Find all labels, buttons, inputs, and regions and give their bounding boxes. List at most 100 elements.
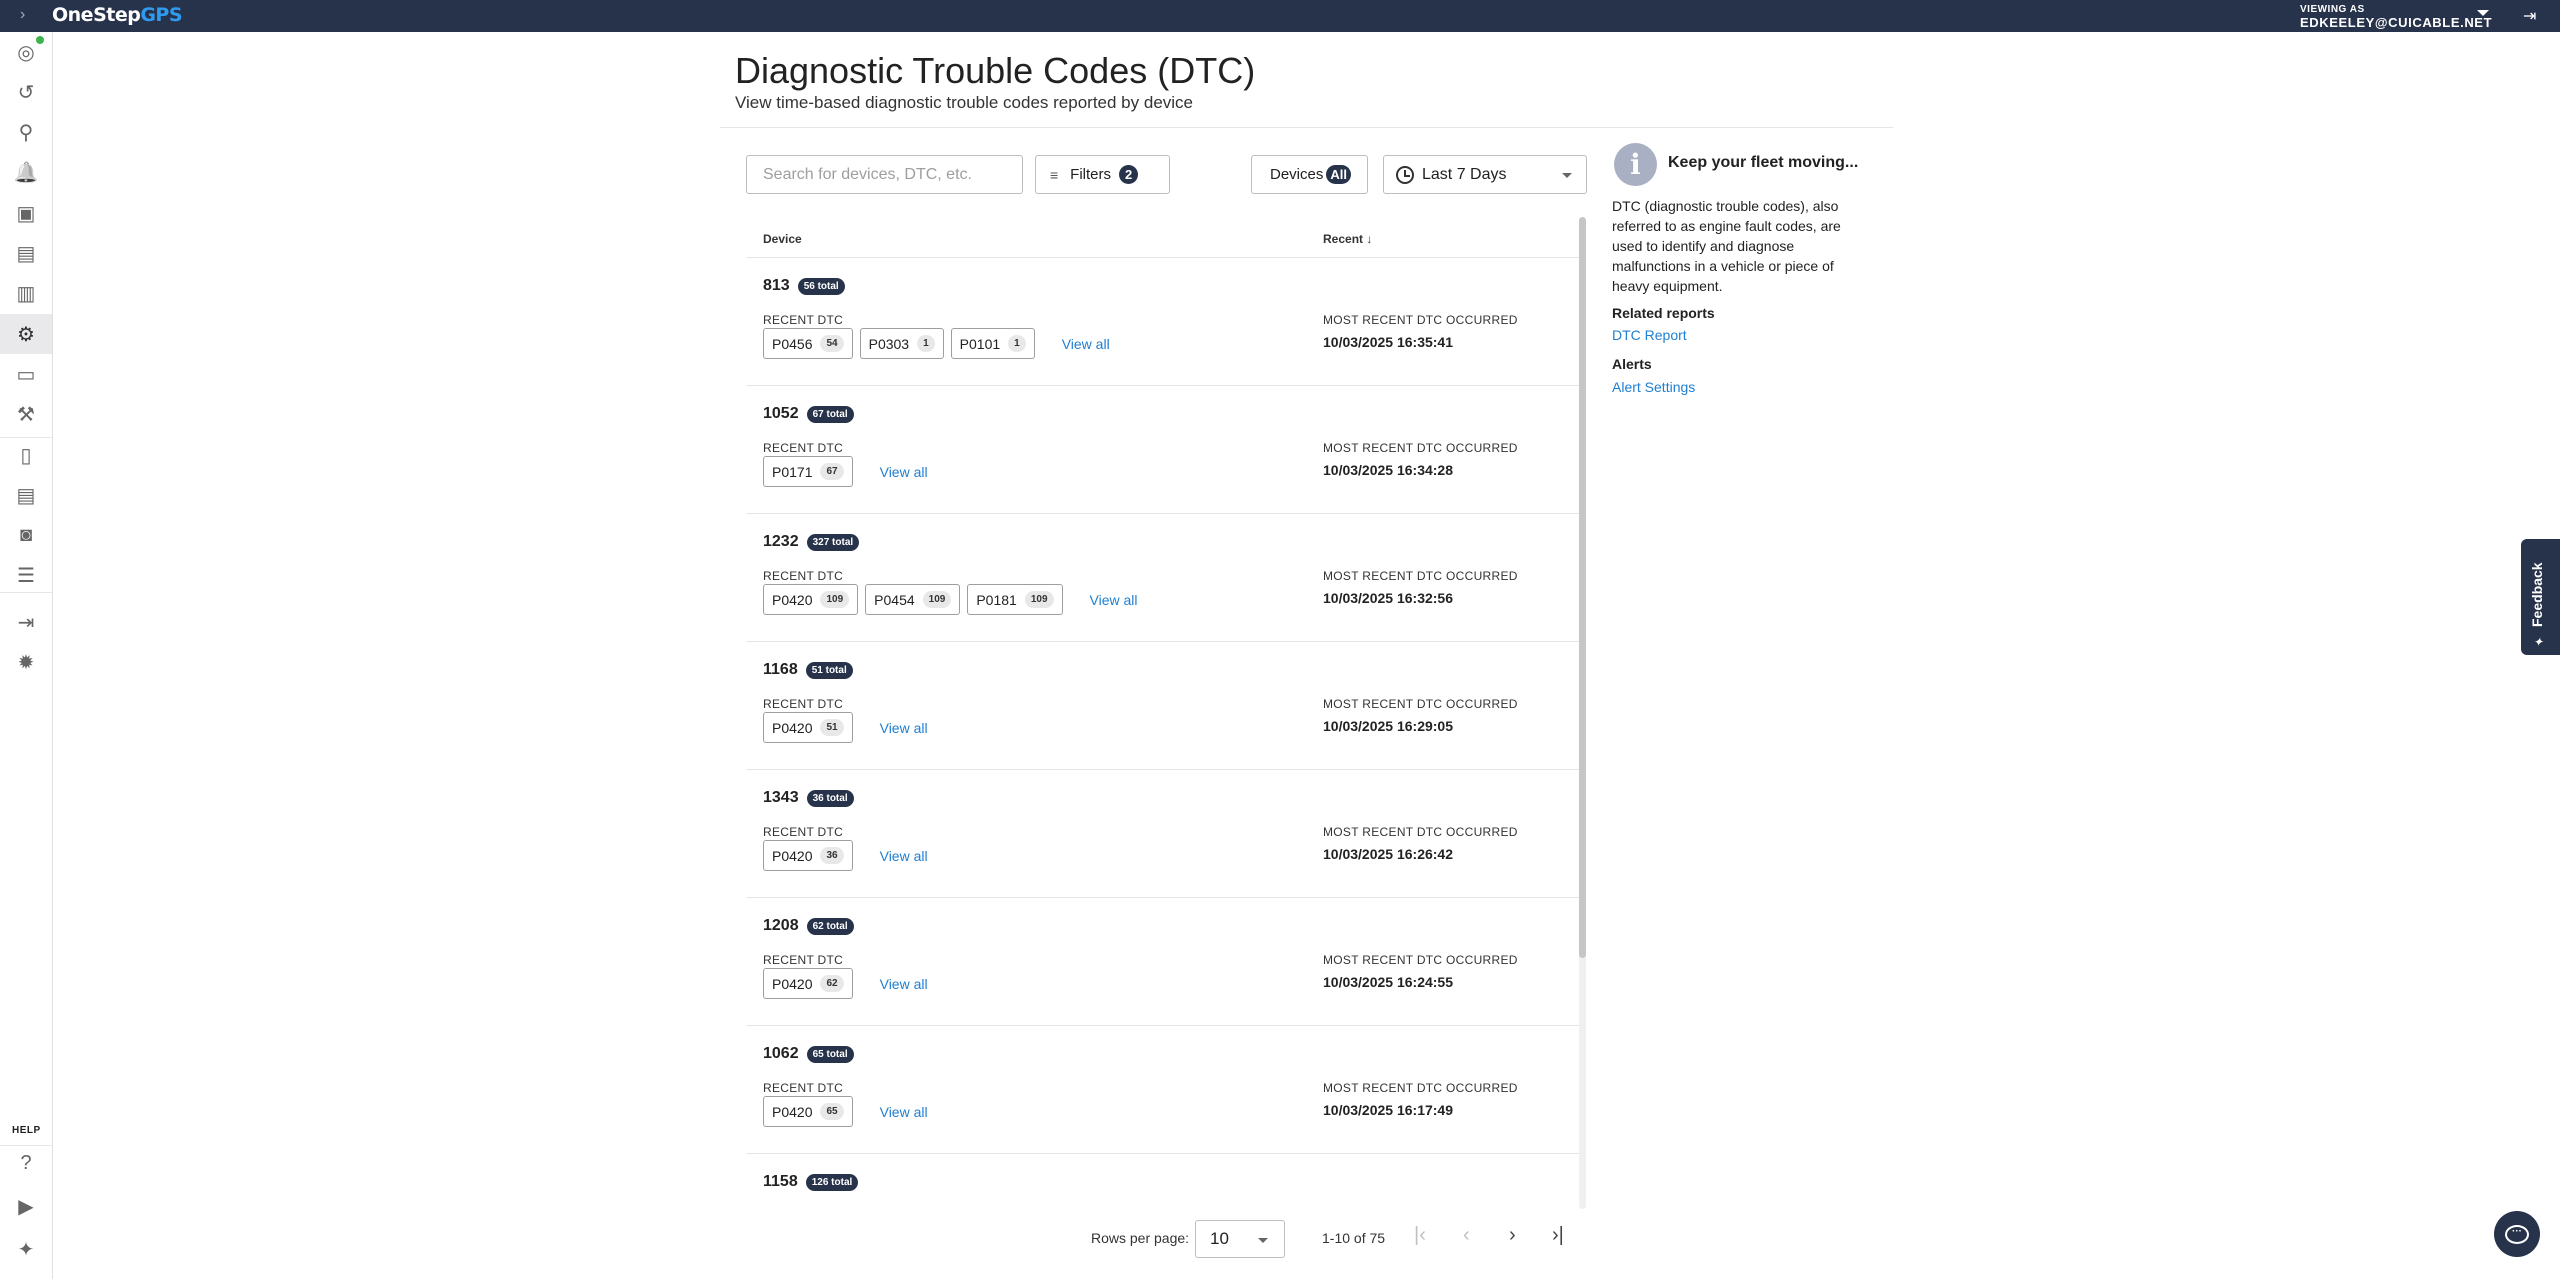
- user-menu[interactable]: VIEWING AS EDKEELEY@CUICABLE.NET: [2300, 3, 2492, 29]
- dtc-code: P0420: [772, 1103, 813, 1120]
- dtc-code: P0456: [772, 335, 813, 352]
- most-recent-date: 10/03/2025 16:29:05: [1323, 718, 1453, 734]
- expand-sidebar-icon[interactable]: ›: [20, 6, 26, 23]
- device-id[interactable]: 1158 126 total: [763, 1173, 859, 1191]
- sidebar-item-list[interactable]: ☰: [0, 556, 52, 596]
- table-row: 1232 327 total RECENT DTC MOST RECENT DTC O…: [746, 514, 1580, 642]
- dtc-chip[interactable]: P0420 36: [763, 840, 853, 871]
- monitor-eye-icon: ◙: [19, 524, 33, 547]
- sidebar-item-battery[interactable]: ▭: [0, 354, 52, 394]
- feedback-tab[interactable]: Feedback ✦: [2521, 539, 2560, 655]
- device-name: 1062: [763, 1045, 799, 1062]
- dtc-chip[interactable]: P0420 51: [763, 712, 853, 743]
- most-recent-label: MOST RECENT DTC OCCURRED: [1323, 697, 1518, 711]
- recent-dtc-label: RECENT DTC: [763, 313, 844, 327]
- most-recent-label: MOST RECENT DTC OCCURRED: [1323, 953, 1518, 967]
- sidebar-item-driver-badge[interactable]: ▣: [0, 193, 52, 233]
- device-id[interactable]: 1343 36 total: [763, 789, 854, 807]
- dtc-chip[interactable]: P0171 67: [763, 456, 853, 487]
- dtc-chip[interactable]: P0303 1: [859, 328, 944, 359]
- sidebar-item-maintenance[interactable]: ⚒: [0, 395, 52, 435]
- view-all-link[interactable]: View all: [879, 1103, 928, 1120]
- last-page-icon[interactable]: ›|: [1552, 1224, 1564, 1246]
- table-scrollbar[interactable]: [1579, 217, 1586, 1209]
- dtc-code: P0454: [874, 591, 915, 608]
- page-subtitle: View time-based diagnostic trouble codes…: [735, 93, 1194, 112]
- sidebar-item-crosshair-location[interactable]: ◎: [0, 32, 52, 72]
- recent-dtc-label: RECENT DTC: [763, 441, 844, 455]
- dtc-report-link[interactable]: DTC Report: [1612, 327, 1687, 343]
- first-page-icon[interactable]: |‹: [1414, 1224, 1426, 1246]
- column-header-device[interactable]: Device: [763, 232, 802, 246]
- device-id[interactable]: 1052 67 total: [763, 405, 854, 423]
- user-menu-caret-icon[interactable]: [2477, 10, 2489, 16]
- sidebar-item-book[interactable]: ▯: [0, 435, 52, 475]
- dropdown-arrow-icon: [1258, 1238, 1268, 1243]
- sidebar-item-clipboard-list[interactable]: ▤: [0, 475, 52, 515]
- sidebar-item-import[interactable]: ⇥: [0, 602, 52, 642]
- view-all-link[interactable]: View all: [1061, 335, 1110, 352]
- most-recent-label: MOST RECENT DTC OCCURRED: [1323, 313, 1518, 327]
- most-recent-date: 10/03/2025 16:24:55: [1323, 974, 1453, 990]
- dtc-chip[interactable]: P0420 109: [763, 584, 859, 615]
- dtc-count-badge: 51: [820, 719, 844, 736]
- map-pin-icon: ⚲: [18, 122, 34, 145]
- total-badge: 67 total: [806, 405, 854, 423]
- filters-button[interactable]: ≡ Filters 2: [1035, 155, 1170, 194]
- dtc-chips: P0420 65 View all: [763, 1096, 928, 1127]
- sidebar-item-bar-chart[interactable]: ▥: [0, 274, 52, 314]
- device-id[interactable]: 813 56 total: [763, 277, 845, 295]
- help-item-help-chat[interactable]: ?: [0, 1143, 52, 1183]
- sidebar-item-gear[interactable]: ✹: [0, 643, 52, 683]
- search-input[interactable]: [763, 165, 1022, 184]
- alert-settings-link[interactable]: Alert Settings: [1612, 379, 1696, 395]
- search-box[interactable]: [746, 155, 1023, 194]
- dtc-code: P0171: [772, 463, 813, 480]
- chat-bubble-icon: ···: [2505, 1224, 2529, 1244]
- sidebar-item-history[interactable]: ↺: [0, 72, 52, 112]
- device-id[interactable]: 1062 65 total: [763, 1045, 854, 1063]
- devices-label: Devices: [1270, 166, 1324, 183]
- dtc-chip[interactable]: P0454 109: [865, 584, 961, 615]
- device-id[interactable]: 1168 51 total: [763, 661, 853, 679]
- column-header-recent[interactable]: Recent ↓: [1323, 232, 1372, 246]
- crosshair-location-icon: ◎: [17, 41, 35, 64]
- total-badge: 126 total: [805, 1173, 859, 1191]
- dtc-chips: P0420 62 View all: [763, 968, 928, 999]
- date-range-select[interactable]: Last 7 Days: [1383, 155, 1587, 194]
- most-recent-date: 10/03/2025 16:35:41: [1323, 334, 1453, 350]
- help-item-video[interactable]: ▶: [0, 1186, 52, 1226]
- help-item-sparkle[interactable]: ✦: [0, 1229, 52, 1269]
- dtc-chip[interactable]: P0456 54: [763, 328, 853, 359]
- sidebar: HELP ◎ ↺ ⚲ 🔔 ▣ ▤ ▥ ⚙ ▭ ⚒ ▯ ▤ ◙ ☰ ⇥ ✹? ▶ ✦: [0, 32, 53, 1279]
- view-all-link[interactable]: View all: [879, 975, 928, 992]
- prev-page-icon[interactable]: ‹: [1463, 1224, 1470, 1246]
- sidebar-item-engine[interactable]: ⚙: [0, 314, 52, 355]
- sidebar-item-alert-bell[interactable]: 🔔: [0, 153, 52, 193]
- scrollbar-thumb[interactable]: [1579, 217, 1586, 958]
- logout-icon[interactable]: ⇥: [2523, 8, 2537, 25]
- dtc-chip[interactable]: P0101 1: [950, 328, 1035, 359]
- chat-button[interactable]: ···: [2494, 1211, 2540, 1257]
- divider: [720, 127, 1893, 128]
- view-all-link[interactable]: View all: [879, 463, 928, 480]
- total-badge: 62 total: [806, 917, 854, 935]
- onestepgps-logo[interactable]: OneStepGPS: [52, 4, 183, 26]
- total-badge: 327 total: [806, 533, 860, 551]
- device-id[interactable]: 1232 327 total: [763, 533, 860, 551]
- sidebar-item-monitor-eye[interactable]: ◙: [0, 516, 52, 556]
- dtc-chip[interactable]: P0181 109: [967, 584, 1063, 615]
- view-all-link[interactable]: View all: [879, 719, 928, 736]
- view-all-link[interactable]: View all: [879, 847, 928, 864]
- dtc-chip[interactable]: P0420 65: [763, 1096, 853, 1127]
- dtc-count-badge: 62: [820, 975, 844, 992]
- sidebar-item-clipboard[interactable]: ▤: [0, 234, 52, 274]
- view-all-link[interactable]: View all: [1089, 591, 1138, 608]
- device-name: 1343: [763, 789, 799, 806]
- rows-per-page-select[interactable]: 10: [1195, 1220, 1285, 1258]
- sidebar-item-map-pin[interactable]: ⚲: [0, 113, 52, 153]
- device-id[interactable]: 1208 62 total: [763, 917, 854, 935]
- dtc-chip[interactable]: P0420 62: [763, 968, 853, 999]
- next-page-icon[interactable]: ›: [1509, 1224, 1516, 1246]
- devices-button[interactable]: Devices All: [1251, 155, 1368, 194]
